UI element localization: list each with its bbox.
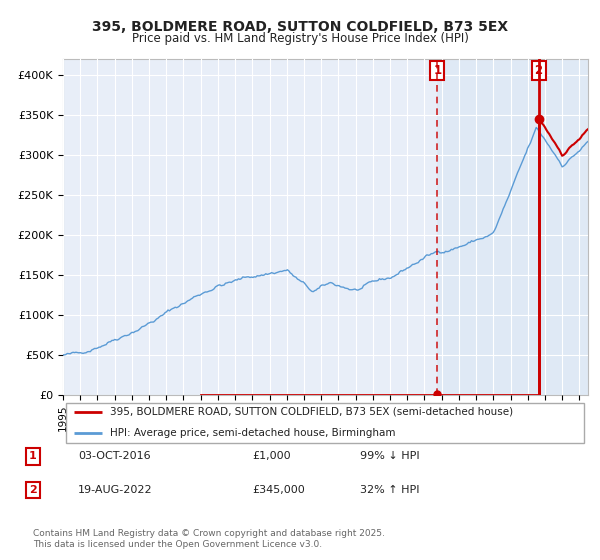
Text: £345,000: £345,000 xyxy=(252,485,305,495)
Text: 1: 1 xyxy=(29,451,37,461)
Text: 2: 2 xyxy=(29,485,37,495)
Text: 32% ↑ HPI: 32% ↑ HPI xyxy=(360,485,419,495)
Text: £1,000: £1,000 xyxy=(252,451,290,461)
Bar xyxy=(437,59,588,395)
Text: Price paid vs. HM Land Registry's House Price Index (HPI): Price paid vs. HM Land Registry's House … xyxy=(131,32,469,45)
FancyBboxPatch shape xyxy=(65,403,584,443)
Text: 1: 1 xyxy=(433,64,442,77)
Text: 395, BOLDMERE ROAD, SUTTON COLDFIELD, B73 5EX (semi-detached house): 395, BOLDMERE ROAD, SUTTON COLDFIELD, B7… xyxy=(110,407,514,417)
Text: 19-AUG-2022: 19-AUG-2022 xyxy=(78,485,152,495)
Text: 99% ↓ HPI: 99% ↓ HPI xyxy=(360,451,419,461)
Text: 03-OCT-2016: 03-OCT-2016 xyxy=(78,451,151,461)
Text: 395, BOLDMERE ROAD, SUTTON COLDFIELD, B73 5EX: 395, BOLDMERE ROAD, SUTTON COLDFIELD, B7… xyxy=(92,20,508,34)
Text: HPI: Average price, semi-detached house, Birmingham: HPI: Average price, semi-detached house,… xyxy=(110,428,396,438)
Text: 2: 2 xyxy=(535,64,542,77)
Text: Contains HM Land Registry data © Crown copyright and database right 2025.
This d: Contains HM Land Registry data © Crown c… xyxy=(33,529,385,549)
